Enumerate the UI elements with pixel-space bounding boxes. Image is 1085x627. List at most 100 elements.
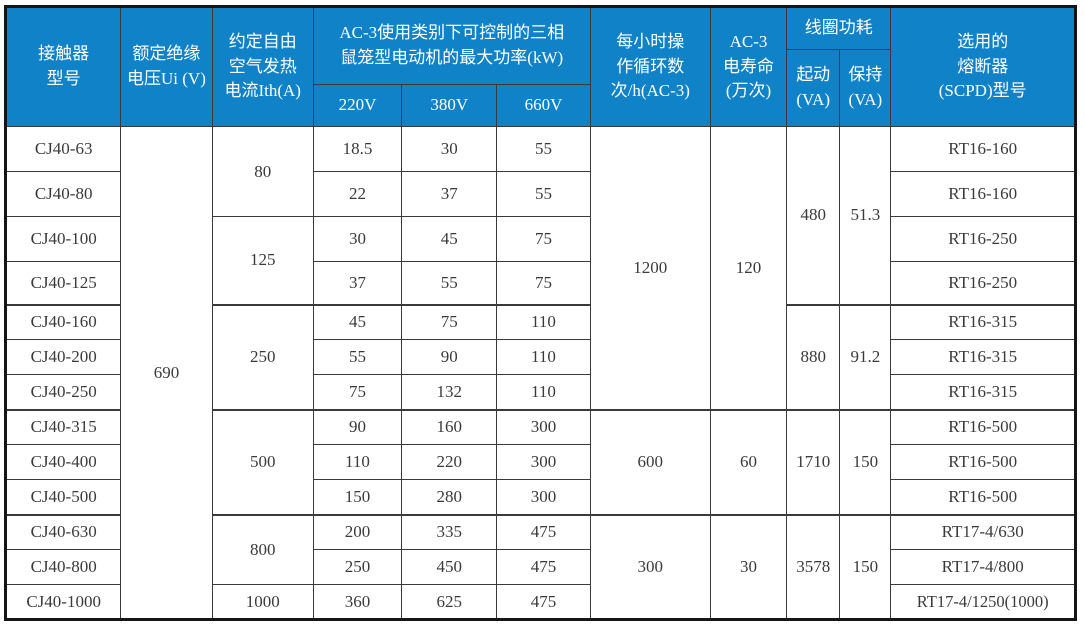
cell-kw220: 200 <box>312 513 403 550</box>
cell-kw380: 132 <box>401 374 498 410</box>
cell-fuse: RT17-4/800 <box>890 549 1076 585</box>
cell-kw380: 625 <box>401 584 498 620</box>
table-row: CJ40-200 55 90 110 RT16-315 <box>4 339 1076 375</box>
table-row: CJ40-630 800 200 335 475 300 30 3578 150… <box>4 513 1076 620</box>
cell-kw660: 300 <box>496 408 591 445</box>
cell-model: CJ40-100 <box>4 216 122 262</box>
cell-hold-va: 150 <box>839 408 892 515</box>
cell-thermal-current: 800 <box>211 513 314 585</box>
cell-kw220: 18.5 <box>312 126 403 172</box>
table-row: CJ40-500 150 280 300 RT16-500 <box>4 479 1076 515</box>
cell-kw660: 475 <box>496 513 591 550</box>
cell-fuse: RT17-4/630 <box>890 513 1076 550</box>
cell-kw220: 360 <box>312 584 403 620</box>
cell-fuse: RT16-250 <box>890 261 1076 305</box>
cell-kw220: 30 <box>312 216 403 262</box>
col-header-380v: 380V <box>401 84 498 127</box>
cell-kw380: 55 <box>401 261 498 305</box>
cell-kw660: 300 <box>496 444 591 480</box>
cell-cycles: 600 <box>589 408 711 515</box>
cell-kw660: 55 <box>496 126 591 172</box>
cell-fuse: RT17-4/1250(1000) <box>890 584 1076 620</box>
cell-thermal-current: 125 <box>211 216 314 305</box>
cell-fuse: RT16-500 <box>890 479 1076 515</box>
cell-model: CJ40-200 <box>4 339 122 375</box>
cell-kw660: 110 <box>496 374 591 410</box>
cell-model: CJ40-250 <box>4 374 122 410</box>
col-header-660v: 660V <box>496 84 591 127</box>
col-header-coil-power: 线圈功耗 <box>786 6 892 50</box>
cell-fuse: RT16-315 <box>890 339 1076 375</box>
table-row: CJ40-800 250 450 475 RT17-4/800 <box>4 549 1076 585</box>
col-header-coil-start: 起动 (VA) <box>786 49 841 127</box>
cell-hold-va: 51.3 <box>839 126 892 305</box>
cell-model: CJ40-80 <box>4 171 122 217</box>
col-header-max-power-kw: AC-3使用类别下可控制的三相 鼠笼型电动机的最大功率(kW) <box>312 6 591 85</box>
cell-kw220: 110 <box>312 444 403 480</box>
cell-kw660: 55 <box>496 171 591 217</box>
cell-kw220: 22 <box>312 171 403 217</box>
table-row: CJ40-1000 1000 360 625 475 RT17-4/1250(1… <box>4 584 1076 620</box>
cell-model: CJ40-500 <box>4 479 122 515</box>
cell-kw380: 450 <box>401 549 498 585</box>
table-row: CJ40-125 37 55 75 RT16-250 <box>4 261 1076 305</box>
table-row: CJ40-160 250 45 75 110 880 91.2 RT16-315 <box>4 303 1076 410</box>
cell-start-va: 1710 <box>786 408 841 515</box>
cell-kw660: 475 <box>496 584 591 620</box>
cell-model: CJ40-400 <box>4 444 122 480</box>
col-header-cycles-per-hour: 每小时操 作循环数 次/h(AC-3) <box>589 6 711 127</box>
cell-model: CJ40-63 <box>4 126 122 172</box>
col-header-model: 接触器 型号 <box>4 6 122 127</box>
table-row: CJ40-250 75 132 110 RT16-315 <box>4 374 1076 410</box>
table-row: CJ40-100 125 30 45 75 RT16-250 <box>4 216 1076 305</box>
cell-thermal-current: 1000 <box>211 584 314 620</box>
cell-model: CJ40-800 <box>4 549 122 585</box>
cell-kw660: 75 <box>496 216 591 262</box>
col-header-220v: 220V <box>312 84 403 127</box>
cell-start-va: 3578 <box>786 513 841 620</box>
cell-fuse: RT16-315 <box>890 374 1076 410</box>
cell-model: CJ40-630 <box>4 513 122 550</box>
cell-hold-va: 91.2 <box>839 303 892 410</box>
cell-life: 60 <box>709 408 788 515</box>
cell-kw380: 335 <box>401 513 498 550</box>
cell-kw660: 75 <box>496 261 591 305</box>
cell-thermal-current: 500 <box>211 408 314 515</box>
cell-start-va: 480 <box>786 126 841 305</box>
cell-kw380: 30 <box>401 126 498 172</box>
cell-kw220: 37 <box>312 261 403 305</box>
cell-kw220: 55 <box>312 339 403 375</box>
contactor-spec-table: 接触器 型号 额定绝缘 电压Ui (V) 约定自由 空气发热 电流Ith(A) … <box>4 5 1077 621</box>
cell-model: CJ40-1000 <box>4 584 122 620</box>
col-header-fuse-type: 选用的 熔断器 (SCPD)型号 <box>890 6 1076 127</box>
cell-kw380: 220 <box>401 444 498 480</box>
cell-kw380: 90 <box>401 339 498 375</box>
table-row: CJ40-63 690 80 18.5 30 55 1200 120 480 5… <box>4 126 1076 620</box>
cell-fuse: RT16-500 <box>890 444 1076 480</box>
cell-kw220: 250 <box>312 549 403 585</box>
cell-kw380: 45 <box>401 216 498 262</box>
cell-model: CJ40-125 <box>4 261 122 305</box>
cell-thermal-current: 80 <box>211 126 314 217</box>
col-header-thermal-current: 约定自由 空气发热 电流Ith(A) <box>211 6 314 127</box>
cell-kw660: 110 <box>496 339 591 375</box>
cell-thermal-current: 250 <box>211 303 314 410</box>
col-header-coil-hold: 保持 (VA) <box>839 49 892 127</box>
cell-fuse: RT16-160 <box>890 171 1076 217</box>
cell-kw220: 90 <box>312 408 403 445</box>
cell-cycles: 300 <box>589 513 711 620</box>
cell-fuse: RT16-315 <box>890 303 1076 340</box>
cell-fuse: RT16-250 <box>890 216 1076 262</box>
cell-kw220: 75 <box>312 374 403 410</box>
cell-insulation-voltage: 690 <box>120 126 213 620</box>
cell-kw220: 150 <box>312 479 403 515</box>
table-row: CJ40-80 22 37 55 RT16-160 <box>4 171 1076 217</box>
cell-life: 120 <box>709 126 788 410</box>
cell-fuse: RT16-500 <box>890 408 1076 445</box>
cell-kw380: 160 <box>401 408 498 445</box>
table-row: CJ40-400 110 220 300 RT16-500 <box>4 444 1076 480</box>
cell-kw380: 75 <box>401 303 498 340</box>
cell-kw660: 475 <box>496 549 591 585</box>
cell-model: CJ40-160 <box>4 303 122 340</box>
